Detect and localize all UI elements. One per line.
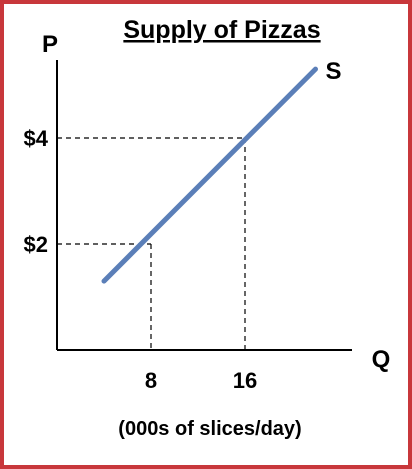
x-unit-note: (000s of slices/day) xyxy=(118,418,301,440)
x-tick-label-2: 16 xyxy=(233,368,257,393)
x-tick-label-1: 8 xyxy=(145,368,157,393)
chart-title: Supply of Pizzas xyxy=(123,16,320,44)
y-axis-label: P xyxy=(42,31,58,58)
x-axis-label: Q xyxy=(372,346,391,373)
y-tick-label-2: $4 xyxy=(24,126,49,151)
series-label-supply: S xyxy=(326,58,342,85)
supply-line xyxy=(101,66,318,284)
y-tick-label-1: $2 xyxy=(24,232,48,257)
